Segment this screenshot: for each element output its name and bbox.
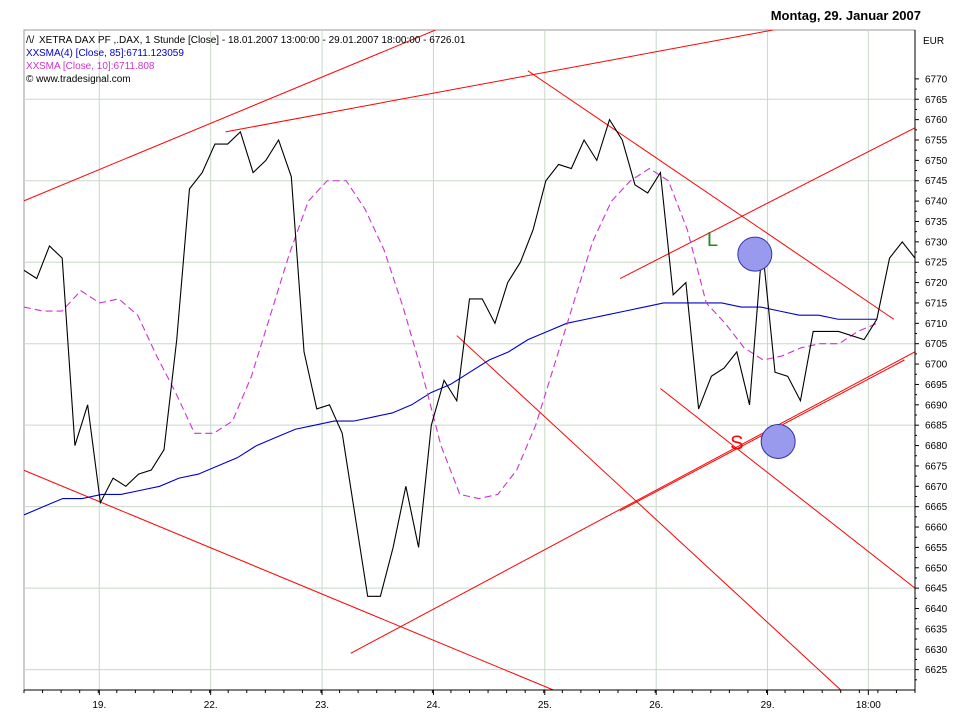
y-tick-label: 6720 xyxy=(925,278,948,289)
trendline[interactable] xyxy=(456,335,842,690)
y-tick-label: 6730 xyxy=(925,237,948,248)
y-tick-label: 6640 xyxy=(925,604,948,615)
copyright-icon: © xyxy=(26,74,34,85)
series-lines xyxy=(24,118,915,597)
y-tick-label: 6695 xyxy=(925,380,948,391)
x-tick-label: 23. xyxy=(315,700,329,711)
y-tick-label: 6740 xyxy=(925,197,948,208)
legend-price-label: XETRA DAX PF ,.DAX, 1 Stunde [Close] - 1… xyxy=(39,35,466,46)
grid xyxy=(23,29,916,691)
sma4-line xyxy=(24,302,877,516)
legend-sma4-label: SMA(4) [Close, 85]:6711.123059 xyxy=(39,48,184,59)
currency-label: EUR xyxy=(923,36,944,47)
y-tick-label: 6645 xyxy=(925,584,948,595)
x-tick-label: 22. xyxy=(204,700,218,711)
short-signal-label: S xyxy=(730,433,743,455)
plot-frame xyxy=(23,29,916,691)
chart-date: Montag, 29. Januar 2007 xyxy=(770,8,921,23)
y-tick-label: 6650 xyxy=(925,563,948,574)
y-tick-label: 6715 xyxy=(925,298,948,309)
y-tick-label: 6655 xyxy=(925,543,948,554)
line-series-icon: /\/ xyxy=(26,35,35,46)
y-tick-label: 6770 xyxy=(925,74,948,85)
x-tick-label: 24. xyxy=(426,700,440,711)
x-tick-label: 25. xyxy=(538,700,552,711)
y-tick-label: 6630 xyxy=(925,645,948,656)
y-tick-label: 6635 xyxy=(925,624,948,635)
copyright-text: www.tradesignal.com xyxy=(36,74,131,85)
x-tick-label: 19. xyxy=(92,700,106,711)
trendline[interactable] xyxy=(350,351,915,654)
legend-item-sma4[interactable]: XXSMA(4) [Close, 85]:6711.123059 xyxy=(26,47,465,60)
signal-circle[interactable] xyxy=(760,423,796,459)
legend-item-sma10[interactable]: XXSMA [Close, 10]:6711.808 xyxy=(26,60,465,73)
x-tick-label: 18:00 xyxy=(856,700,881,711)
y-tick-label: 6680 xyxy=(925,441,948,452)
sma10-line xyxy=(24,167,878,500)
y-tick-label: 6690 xyxy=(925,400,948,411)
x-tick-label: 26. xyxy=(649,700,663,711)
legend-sma10-label: SMA [Close, 10]:6711.808 xyxy=(39,61,155,72)
y-tick-label: 6660 xyxy=(925,523,948,534)
x-tick-label: 29. xyxy=(761,700,775,711)
long-signal-label: L xyxy=(707,229,718,251)
y-tick-label: 6705 xyxy=(925,339,948,350)
trendline[interactable] xyxy=(225,6,905,133)
legend-item-price[interactable]: /\/ XETRA DAX PF ,.DAX, 1 Stunde [Close] … xyxy=(26,34,465,47)
y-tick-label: 6685 xyxy=(925,421,948,432)
signal-circle[interactable] xyxy=(737,236,773,272)
indicator-icon: XX xyxy=(26,48,40,59)
y-tick-label: 6745 xyxy=(925,176,948,187)
price-line xyxy=(24,118,915,597)
y-tick-label: 6725 xyxy=(925,258,948,269)
y-tick-label: 6670 xyxy=(925,482,948,493)
annotations: LS xyxy=(707,229,796,459)
y-tick-label: 6755 xyxy=(925,136,948,147)
indicator-icon: XX xyxy=(26,61,40,72)
y-tick-label: 6760 xyxy=(925,115,948,126)
trendlines[interactable] xyxy=(13,6,915,690)
y-tick-label: 6700 xyxy=(925,360,948,371)
y-tick-label: 6735 xyxy=(925,217,948,228)
y-tick-label: 6625 xyxy=(925,665,948,676)
y-tick-label: 6750 xyxy=(925,156,948,167)
trendline[interactable] xyxy=(660,388,915,589)
y-tick-label: 6710 xyxy=(925,319,948,330)
trendline[interactable] xyxy=(527,70,895,320)
y-tick-label: 6675 xyxy=(925,461,948,472)
axes: 6625 6630 6635 6640 6645 6650 6655 6660 6665 6670… xyxy=(23,30,948,711)
trendline[interactable] xyxy=(13,14,474,205)
trendline[interactable] xyxy=(13,466,554,690)
chart-legend: /\/ XETRA DAX PF ,.DAX, 1 Stunde [Close] … xyxy=(26,34,465,86)
y-tick-label: 6665 xyxy=(925,502,948,513)
y-tick-label: 6765 xyxy=(925,95,948,106)
legend-copyright: © www.tradesignal.com xyxy=(26,73,465,86)
